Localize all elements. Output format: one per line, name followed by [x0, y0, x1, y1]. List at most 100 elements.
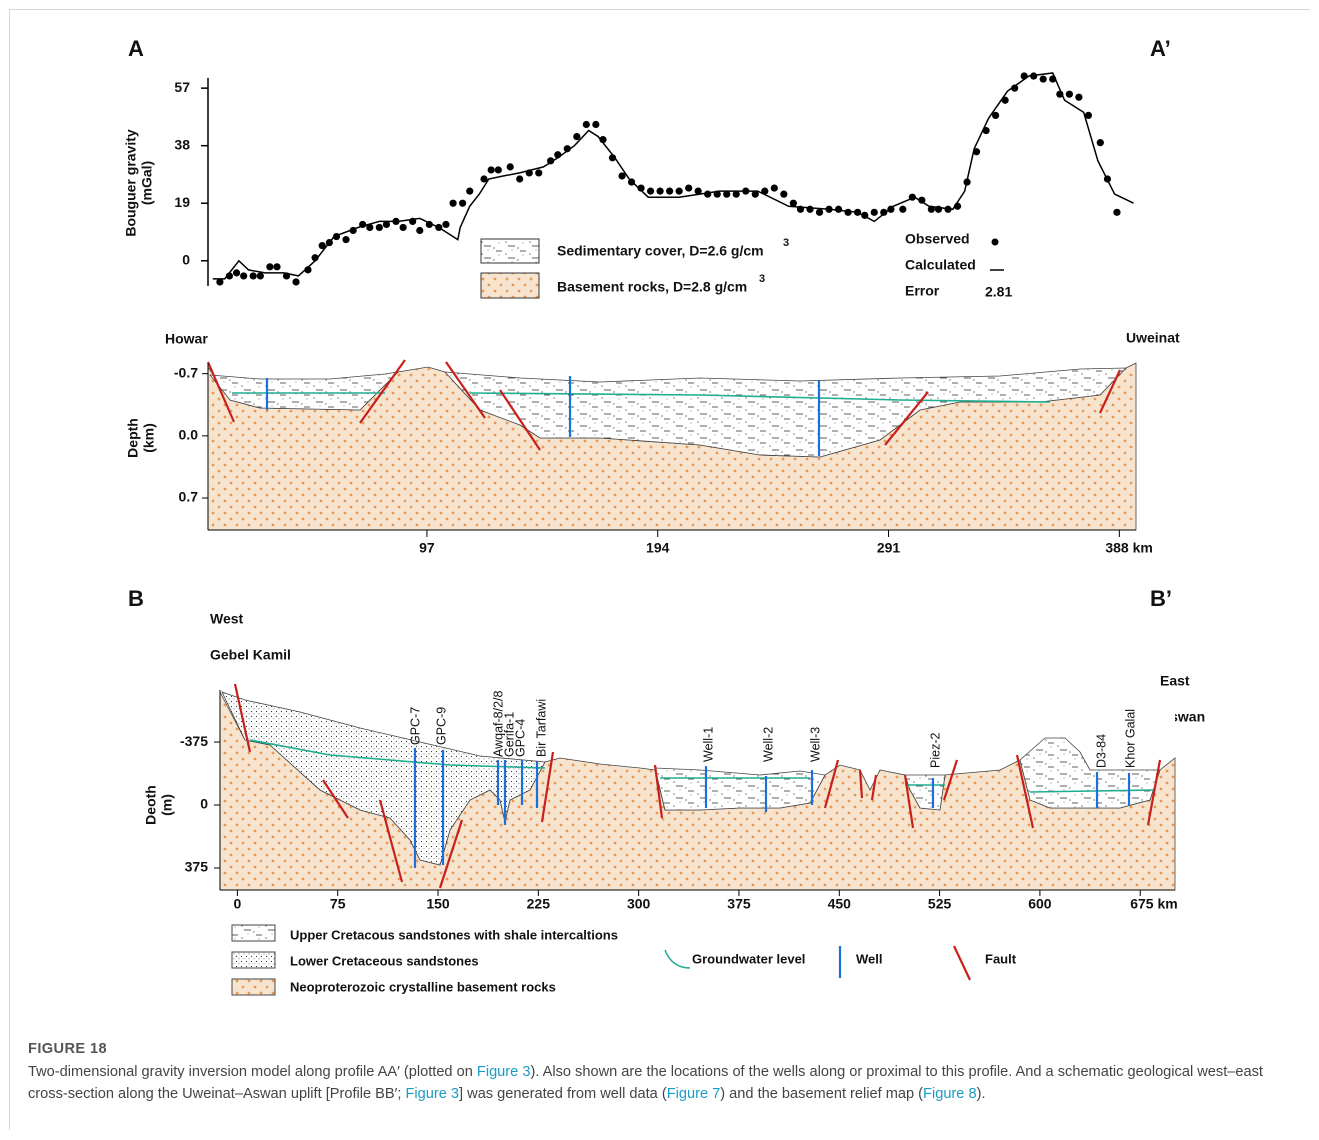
- observed-point: [466, 187, 474, 195]
- section-axes: -375 0 375 0 75 150 225 300 375 450 525 600 675 km: [180, 733, 1178, 912]
- y-axis-title-line: Depth: [125, 418, 141, 458]
- fault: [378, 799, 404, 883]
- observed-point: [375, 223, 383, 232]
- section-axes: -0.7 0.0 0.7 97 194 291 388 km: [174, 364, 1153, 555]
- observed-point: [535, 169, 543, 177]
- caption-fragment: ).: [976, 1086, 986, 1102]
- fault: [823, 759, 840, 809]
- figure-link[interactable]: Figure 3: [476, 1064, 531, 1080]
- x-tick-label: 291: [877, 540, 901, 556]
- observed-point: [963, 178, 971, 186]
- y-tick-label: 38: [174, 136, 190, 152]
- direction-label: East: [1160, 673, 1190, 689]
- well-label: Well-2: [761, 727, 775, 762]
- observed-point: [796, 205, 805, 213]
- observed-point: [449, 199, 457, 207]
- observed-point: [592, 120, 600, 129]
- legend-marker: [991, 238, 999, 246]
- observed-point: [789, 199, 797, 207]
- calculated-line: [212, 72, 1134, 280]
- y-axis-title-line: Deoth: [143, 785, 159, 825]
- observed-point: [563, 145, 571, 153]
- fault: [1146, 759, 1162, 826]
- observed-point: [599, 136, 607, 144]
- fault: [1099, 369, 1121, 414]
- figure-link[interactable]: Figure 3: [405, 1086, 460, 1102]
- legend-label: Calculated: [905, 257, 976, 273]
- x-tick-label: 388 km: [1105, 540, 1152, 556]
- panel-label: B’: [1150, 586, 1172, 611]
- observed-point: [392, 217, 400, 225]
- y-tick-label: 0: [182, 251, 190, 267]
- observed-point: [742, 187, 750, 195]
- legend-sup: 3: [783, 237, 789, 249]
- observed-point: [887, 205, 895, 213]
- x-tick-label: 525: [928, 896, 952, 912]
- observed-point: [325, 239, 333, 247]
- observed-point: [442, 220, 450, 229]
- observed-point: [249, 272, 257, 280]
- legend-label: Neoproterozoic crystalline basement rock…: [290, 979, 556, 994]
- observed-point: [618, 172, 626, 180]
- observed-point: [425, 220, 433, 229]
- figure-link[interactable]: Figure 8: [923, 1086, 977, 1102]
- caption-fragment: Two-dimensional gravity inversion model …: [28, 1064, 477, 1080]
- x-tick-label: 0: [233, 896, 241, 912]
- observed-point: [582, 120, 590, 129]
- groundwater: [469, 392, 1051, 403]
- observed-point: [608, 154, 617, 162]
- observed-point: [1030, 72, 1038, 80]
- legend-label: Basement rocks, D=2.8 g/cm: [557, 279, 747, 295]
- observed-point: [770, 184, 778, 192]
- observed-point: [1001, 96, 1009, 104]
- observed-point: [1039, 75, 1047, 83]
- observed-point: [934, 205, 943, 213]
- observed-point: [982, 126, 990, 135]
- fault: [233, 683, 252, 753]
- x-tick-label: 300: [627, 896, 651, 912]
- observed-point: [525, 169, 533, 177]
- well-label: Khor Galal: [1123, 709, 1137, 768]
- sediment: [209, 371, 400, 411]
- observed-point: [225, 272, 234, 280]
- figure-link[interactable]: Figure 7: [666, 1086, 721, 1102]
- y-axis-title-line: (m): [159, 794, 175, 816]
- observed-point: [318, 242, 326, 250]
- observed-point: [694, 187, 702, 195]
- observed-point: [972, 148, 981, 156]
- legend-swatch: [231, 924, 276, 942]
- observed-point: [349, 226, 357, 235]
- observed-point: [844, 208, 852, 216]
- y-axis-title-line: Bouguer gravity: [123, 129, 139, 237]
- upper-cretaceous: [904, 774, 946, 811]
- observed-point: [685, 184, 693, 192]
- well-label: GPC-4: [513, 719, 527, 757]
- groundwater-line: [1029, 789, 1156, 793]
- lower-cretaceous: [221, 691, 546, 866]
- legend-swatch: [231, 951, 276, 969]
- observed-point: [899, 205, 907, 213]
- observed-point: [627, 178, 636, 186]
- observed-point: [366, 223, 374, 232]
- well-label: GPC-7: [408, 707, 422, 745]
- observed-point: [825, 205, 833, 213]
- observed-point: [780, 190, 788, 198]
- well-label: Well-3: [808, 727, 822, 762]
- x-tick-label: 225: [527, 896, 551, 912]
- observed-point: [992, 111, 1000, 119]
- observed-point: [806, 205, 814, 213]
- gravity-plot: 0 19 38 57: [174, 72, 1134, 286]
- observed-point: [216, 278, 224, 286]
- caption-fragment: ] was generated from well data (: [459, 1086, 667, 1102]
- observed-point: [256, 272, 264, 280]
- y-tick-label: 57: [174, 79, 190, 95]
- y-axis-title-line: (mGal): [139, 161, 155, 205]
- figure-frame: [9, 9, 1310, 1130]
- observed-point: [834, 205, 843, 213]
- observed-point: [1084, 111, 1093, 119]
- observed-point: [516, 175, 524, 183]
- well-label: Bir Tarfawi: [534, 699, 548, 757]
